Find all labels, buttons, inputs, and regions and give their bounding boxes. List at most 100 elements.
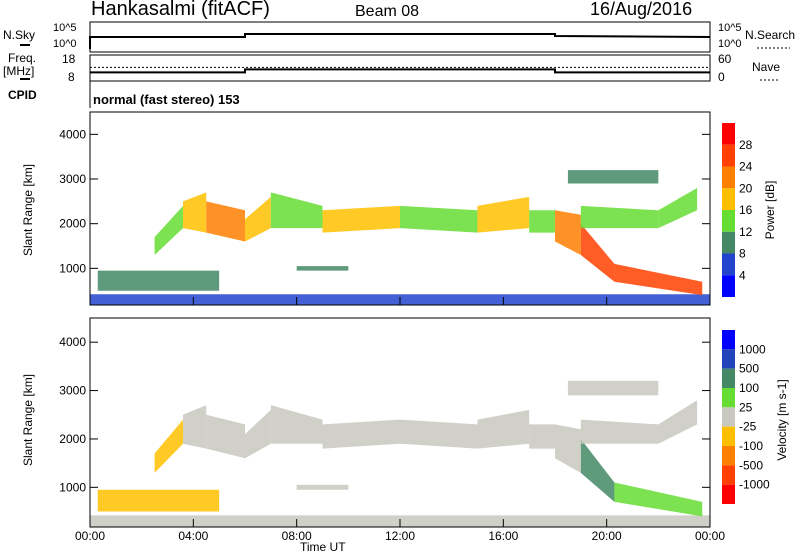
freq-unit: [MHz]	[3, 64, 35, 78]
power-echo-region	[529, 210, 555, 233]
velocity-echo-region	[555, 424, 581, 473]
velocity-echo-region	[97, 489, 220, 512]
power-echo-region	[580, 223, 615, 282]
power-echo-region	[477, 196, 530, 233]
y-axis-label-velocity: Slant Range [km]	[21, 373, 35, 467]
power-echo-region	[322, 205, 400, 233]
velocity-colorbar-tick: 25	[739, 400, 753, 414]
y-tick-label: 2000	[59, 432, 86, 446]
power-colorbar-tick: 20	[739, 181, 753, 195]
power-colorbar-tick: 4	[739, 268, 746, 282]
velocity-echo-region	[206, 414, 245, 459]
nsky-label: N.Sky	[3, 28, 36, 42]
x-tick-label: 00:00	[695, 529, 725, 543]
velocity-colorbar-bin	[722, 388, 735, 408]
x-axis-label: Time UT	[300, 540, 346, 554]
x-tick-label: 16:00	[488, 529, 518, 543]
cpid-label: CPID	[8, 88, 37, 102]
power-echo-region	[658, 187, 698, 229]
power-echo-region	[614, 263, 703, 296]
velocity-colorbar-bin	[722, 426, 735, 446]
y-axis-label-power: Slant Range [km]	[21, 163, 35, 257]
power-scale-label: Power [dB]	[763, 180, 777, 240]
velocity-panel: 1000 2000 3000 4000 1000 500 100 25 -25 -100 -500 -…	[59, 317, 770, 528]
power-echo-region	[400, 205, 478, 233]
power-colorbar-tick: 8	[739, 247, 746, 261]
power-colorbar-bin	[722, 188, 735, 210]
freq-tick-top: 18	[62, 52, 76, 66]
power-colorbar-bin	[722, 123, 735, 145]
nave-label: Nave	[752, 60, 781, 74]
power-panel: 1000 2000 3000 4000 28 24 20 16 12 8 4	[59, 111, 753, 306]
velocity-echo-region	[477, 409, 530, 449]
y-tick-label: 3000	[59, 384, 86, 398]
power-colorbar-bin	[722, 253, 735, 276]
power-colorbar-tick: 16	[739, 203, 753, 217]
x-tick-label: 04:00	[178, 529, 208, 543]
velocity-echo-region	[154, 419, 183, 473]
power-colorbar-tick: 28	[739, 138, 753, 152]
power-echo-region	[97, 270, 220, 291]
nsearch-label: N.Search	[745, 28, 796, 42]
velocity-echo-region	[245, 409, 271, 459]
freq-panel-frame	[89, 54, 711, 82]
nsearch-tick-top: 10^5	[718, 22, 742, 34]
power-colorbar-tick: 24	[739, 160, 753, 174]
date-title: 16/Aug/2016	[590, 0, 693, 19]
y-tick-label: 4000	[59, 127, 86, 141]
velocity-colorbar-tick: 1000	[739, 342, 766, 356]
velocity-colorbar-tick: -25	[739, 420, 757, 434]
velocity-echo-region	[400, 419, 478, 449]
velocity-colorbar-tick: 500	[739, 362, 759, 376]
nave-tick-top: 60	[718, 52, 732, 66]
power-echo-region	[555, 210, 581, 255]
velocity-echo-region	[296, 484, 349, 490]
velocity-colorbar-tick: -500	[739, 458, 763, 472]
velocity-echo-region	[322, 419, 400, 449]
power-echo-region	[580, 205, 659, 229]
y-tick-label: 3000	[59, 172, 86, 186]
velocity-colorbar-tick: -100	[739, 439, 763, 453]
velocity-colorbar-bin	[722, 368, 735, 388]
velocity-echo-region	[529, 424, 555, 449]
velocity-scale-label: Velocity [m s-1]	[775, 379, 789, 461]
x-tick-label: 12:00	[385, 529, 415, 543]
nsearch-tick-bottom: 10^0	[718, 38, 742, 50]
velocity-colorbar-bin	[722, 349, 735, 369]
power-colorbar-bin	[722, 144, 735, 167]
nsky-tick-top: 10^5	[53, 22, 77, 34]
velocity-echo-region	[270, 405, 323, 444]
freq-series	[90, 68, 710, 74]
power-echo-region	[567, 170, 659, 184]
station-title: Hankasalmi (fitACF)	[91, 0, 270, 20]
y-tick-label: 2000	[59, 217, 86, 231]
velocity-colorbar-bin	[722, 446, 735, 466]
x-tick-label: 00:00	[75, 529, 105, 543]
x-tick-label: 20:00	[592, 529, 622, 543]
power-colorbar-bin	[722, 231, 735, 254]
power-echo-region	[154, 205, 183, 255]
beam-title: Beam 08	[355, 3, 420, 20]
freq-tick-bottom: 8	[68, 70, 75, 84]
velocity-colorbar-tick: -1000	[739, 478, 770, 492]
velocity-echo-region	[183, 405, 207, 449]
power-colorbar-bin	[722, 275, 735, 297]
velocity-colorbar-bin	[722, 465, 735, 485]
velocity-echo-region	[614, 482, 703, 517]
power-echo-region	[206, 201, 245, 242]
nave-tick-bottom: 0	[718, 70, 725, 84]
velocity-echo-region	[567, 380, 659, 396]
x-tick-label: 08:00	[282, 529, 312, 543]
power-colorbar-bin	[722, 166, 735, 189]
power-echo-region	[270, 192, 323, 229]
y-tick-label: 1000	[59, 261, 86, 275]
velocity-colorbar-bin	[722, 407, 735, 427]
velocity-colorbar-bin	[722, 484, 735, 504]
velocity-colorbar-tick: 100	[739, 381, 759, 395]
power-colorbar-tick: 12	[739, 225, 753, 239]
velocity-colorbar-bin	[722, 330, 735, 350]
velocity-echo-region	[658, 400, 698, 444]
freq-label: Freq.	[8, 51, 37, 65]
